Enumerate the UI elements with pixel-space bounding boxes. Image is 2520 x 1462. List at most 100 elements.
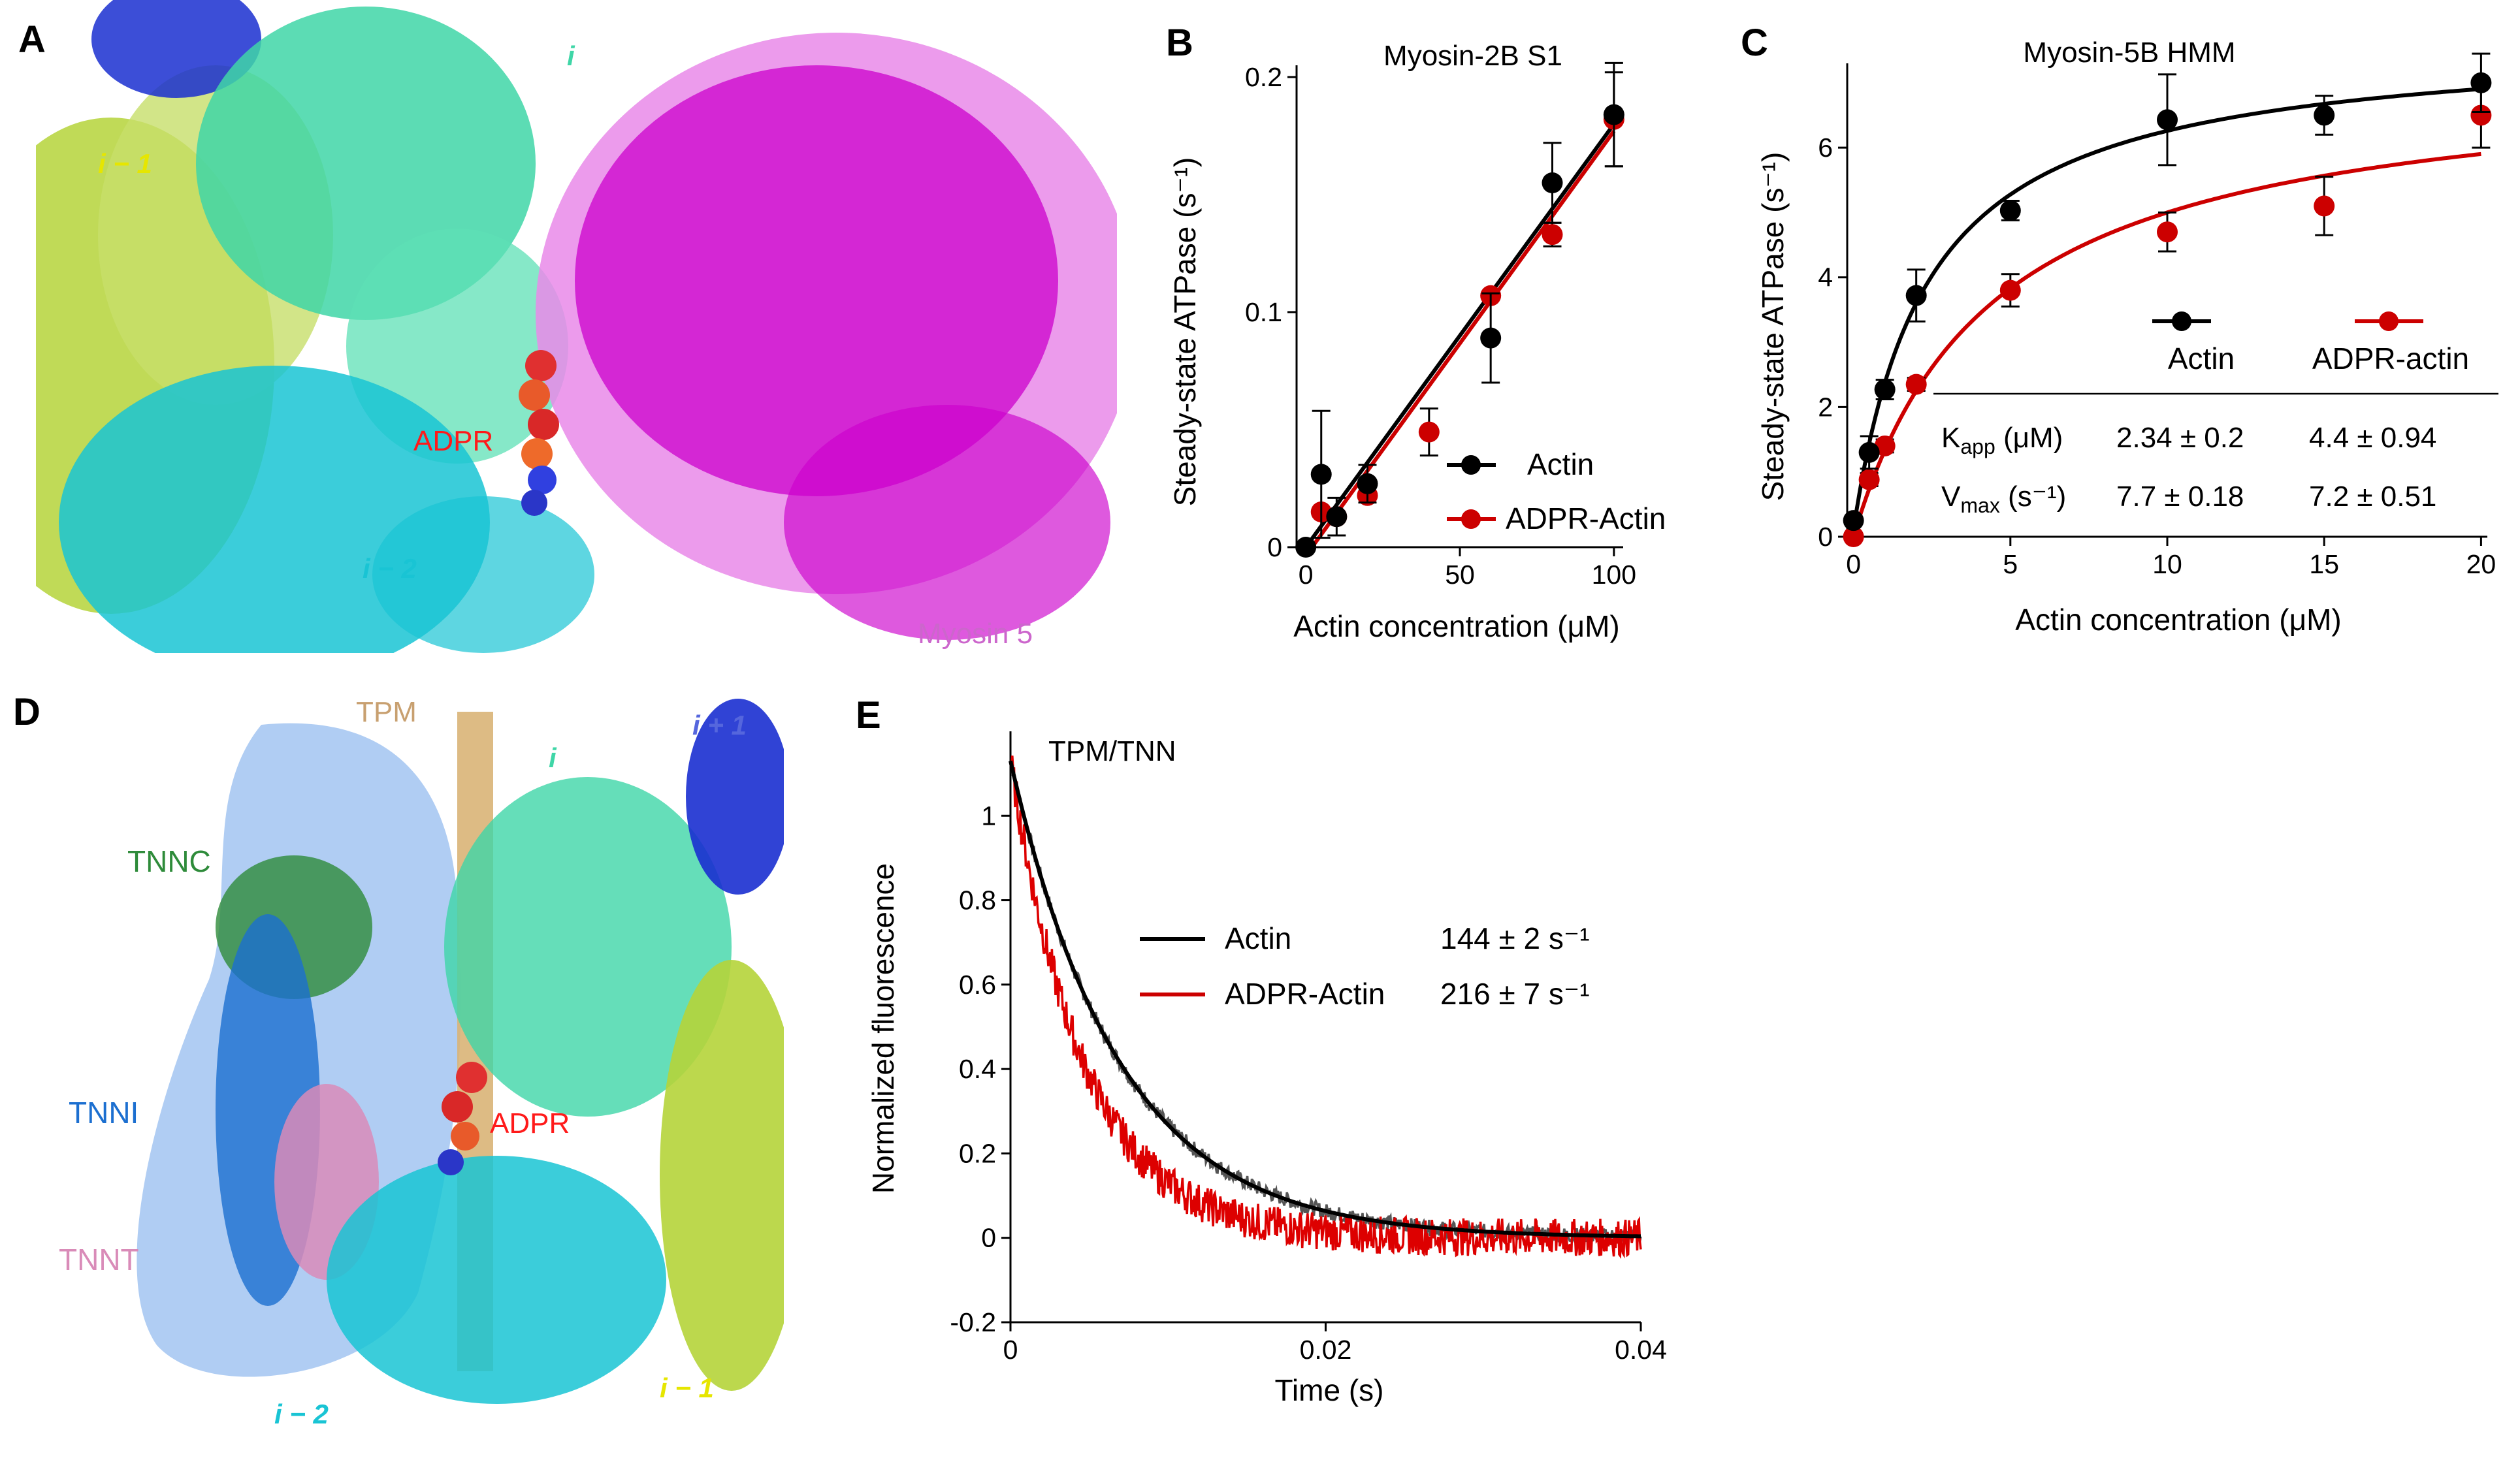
panel-d-label-adpr: ADPR (490, 1107, 570, 1139)
panel-a-label-myosin: Myosin 5 (918, 618, 1033, 650)
panel-d-label-tnnc: TNNC (127, 844, 211, 878)
panel-b-ylabel: Steady-state ATPase (s⁻¹) (1168, 157, 1202, 507)
panel-b-x-tick-label: 100 (1592, 560, 1636, 590)
panel-c-adpr-point (1874, 435, 1896, 456)
panel-c-table-vmax-actin: 7.7 ± 0.18 (2116, 481, 2244, 513)
panel-e-y-tick-label: 0 (981, 1223, 996, 1253)
panel-a-structure-image (36, 0, 1117, 653)
panel-c-adpr-point (1999, 279, 2021, 301)
panel-c-x-tick-label: 15 (2309, 549, 2339, 579)
panel-c-y-tick-label: 6 (1818, 133, 1833, 163)
panel-a-label-i: i (567, 40, 575, 71)
panel-c-y-tick-label: 2 (1818, 392, 1833, 422)
panel-a-label-i-minus-1: i − 1 (98, 148, 152, 179)
panel-e-x-tick-label: 0.02 (1300, 1335, 1352, 1365)
panel-c-title: Myosin-5B HMM (2023, 37, 2235, 69)
panel-b-adpr-point (1542, 224, 1563, 246)
panel-c-adpr-point (1843, 526, 1864, 547)
panel-b-actin-point (1603, 104, 1624, 125)
panel-a-label-i-minus-2: i − 2 (363, 553, 417, 584)
panel-b-legend-adpr: ADPR-Actin (1506, 501, 1666, 535)
panel-e-actin-fit (1009, 760, 1641, 1239)
panel-d-letter: D (13, 691, 40, 733)
panel-b-chart: B Myosin-2B S1 Actin concentration (μM) … (1166, 22, 1666, 643)
panel-e-y-tick-label: 0.2 (959, 1138, 996, 1168)
panel-c-actin-point (1874, 379, 1896, 400)
panel-b-actin-point (1310, 464, 1332, 485)
panel-c-adpr-point (2314, 195, 2335, 217)
panel-c-adpr-point (2157, 221, 2178, 243)
panel-c-xlabel: Actin concentration (μM) (2015, 603, 2341, 637)
panel-b-legend-actin: Actin (1527, 447, 1594, 481)
panel-c-table-vmax-main: V (1941, 481, 1961, 513)
panel-e-ylabel: Normalized fluorescence (866, 863, 900, 1194)
panel-c-table-vmax-label: Vmax (s⁻¹) (1941, 481, 2066, 517)
panel-d-label-i: i (549, 742, 557, 773)
panel-c-actin-point (2470, 72, 2492, 93)
panel-e-title: TPM/TNN (1048, 735, 1176, 767)
panel-b-actin-point (1326, 506, 1348, 528)
panel-d-structure-image (0, 692, 784, 1427)
panel-c-x-tick-label: 10 (2152, 549, 2182, 579)
panel-c-table-kapp-main: K (1941, 422, 1960, 454)
panel-b-title: Myosin-2B S1 (1383, 40, 1562, 72)
panel-d-label-tnni: TNNI (69, 1096, 138, 1130)
panel-a: A i i − 1 ADPR i − 2 Myosin 5 (18, 0, 1117, 653)
panel-e-y-tick-label: 0.6 (959, 970, 996, 1000)
panel-e-x-tick-label: 0.04 (1615, 1335, 1667, 1365)
panel-c-legend-adpr: ADPR-actin (2312, 342, 2469, 375)
panel-e-x-tick-label: 0 (1003, 1335, 1018, 1365)
panel-d: D TPM i i + 1 TNNC TNNI ADPR TNNT i − 2 … (0, 691, 784, 1429)
panel-b-y-tick-label: 0.2 (1245, 62, 1282, 92)
panel-d-label-i-plus-1: i + 1 (692, 710, 747, 740)
panel-c-actin-point (1858, 441, 1880, 463)
panel-b-actin-fit-line (1304, 123, 1616, 548)
panel-b-legend: Actin ADPR-Actin (1447, 447, 1666, 535)
panel-e-y-tick-label: -0.2 (950, 1307, 996, 1337)
panel-c-letter: C (1741, 22, 1768, 64)
panel-c-table-kapp-label: Kapp (μM) (1941, 422, 2063, 458)
panel-b-y-tick-label: 0.1 (1245, 297, 1282, 327)
panel-c-adpr-point (1858, 469, 1880, 490)
panel-c-table-kapp-adpr: 4.4 ± 0.94 (2309, 422, 2436, 454)
panel-c-actin-point (1999, 200, 2021, 221)
panel-a-label-adpr: ADPR (413, 425, 493, 457)
panel-b-actin-point (1480, 327, 1502, 349)
panel-c-x-tick-label: 5 (2003, 549, 2018, 579)
panel-b-x-tick-label: 0 (1299, 560, 1314, 590)
panel-c-table-kapp-actin: 2.34 ± 0.2 (2116, 422, 2244, 454)
panel-e-chart: E TPM/TNN Time (s) Normalized fluorescen… (856, 694, 1667, 1407)
panel-b-legend-marker-adpr (1461, 509, 1481, 529)
panel-c-x-tick-label: 20 (2466, 549, 2496, 579)
panel-d-label-tpm: TPM (356, 696, 417, 728)
panel-b-actin-point (1295, 537, 1317, 558)
panel-c-legend: Actin ADPR-actin (2152, 311, 2469, 375)
panel-c-table-vmax-adpr: 7.2 ± 0.51 (2309, 481, 2436, 513)
panel-b-letter: B (1166, 22, 1193, 64)
panel-b-adpr-point (1418, 421, 1440, 443)
panel-b-legend-marker-actin (1461, 455, 1481, 475)
panel-c-table-kapp-unit: (μM) (1995, 422, 2063, 454)
panel-e-xlabel: Time (s) (1275, 1373, 1384, 1407)
panel-e-legend-adpr: ADPR-Actin (1225, 977, 1385, 1011)
panel-e-y-tick-label: 1 (981, 801, 996, 831)
panel-e-legend-actin: Actin (1225, 921, 1291, 955)
panel-b-actin-point (1357, 473, 1378, 494)
panel-c-legend-actin: Actin (2168, 342, 2235, 375)
panel-c-ylabel: Steady-state ATPase (s⁻¹) (1756, 152, 1790, 501)
panel-d-label-tnnt: TNNT (59, 1243, 139, 1277)
panel-d-label-i-minus-2: i − 2 (274, 1399, 329, 1429)
panel-c-legend-marker-actin (2172, 311, 2191, 331)
panel-c-y-tick-label: 4 (1818, 262, 1833, 293)
panel-e-adpr-trace (1009, 755, 1642, 1259)
panel-c-legend-marker-adpr (2379, 311, 2399, 331)
panel-e-legend: Actin 144 ± 2 s⁻¹ ADPR-Actin 216 ± 7 s⁻¹ (1140, 921, 1590, 1011)
panel-b-xlabel: Actin concentration (μM) (1293, 609, 1619, 643)
panel-c-chart: C Myosin-5B HMM Actin concentration (μM)… (1741, 22, 2498, 637)
panel-c-actin-point (1843, 510, 1864, 532)
panel-a-letter: A (18, 18, 46, 61)
panel-d-label-i-minus-1: i − 1 (660, 1373, 714, 1403)
panel-c-table-kapp-sub: app (1960, 435, 1995, 458)
panel-b-y-tick-label: 0 (1267, 532, 1282, 562)
